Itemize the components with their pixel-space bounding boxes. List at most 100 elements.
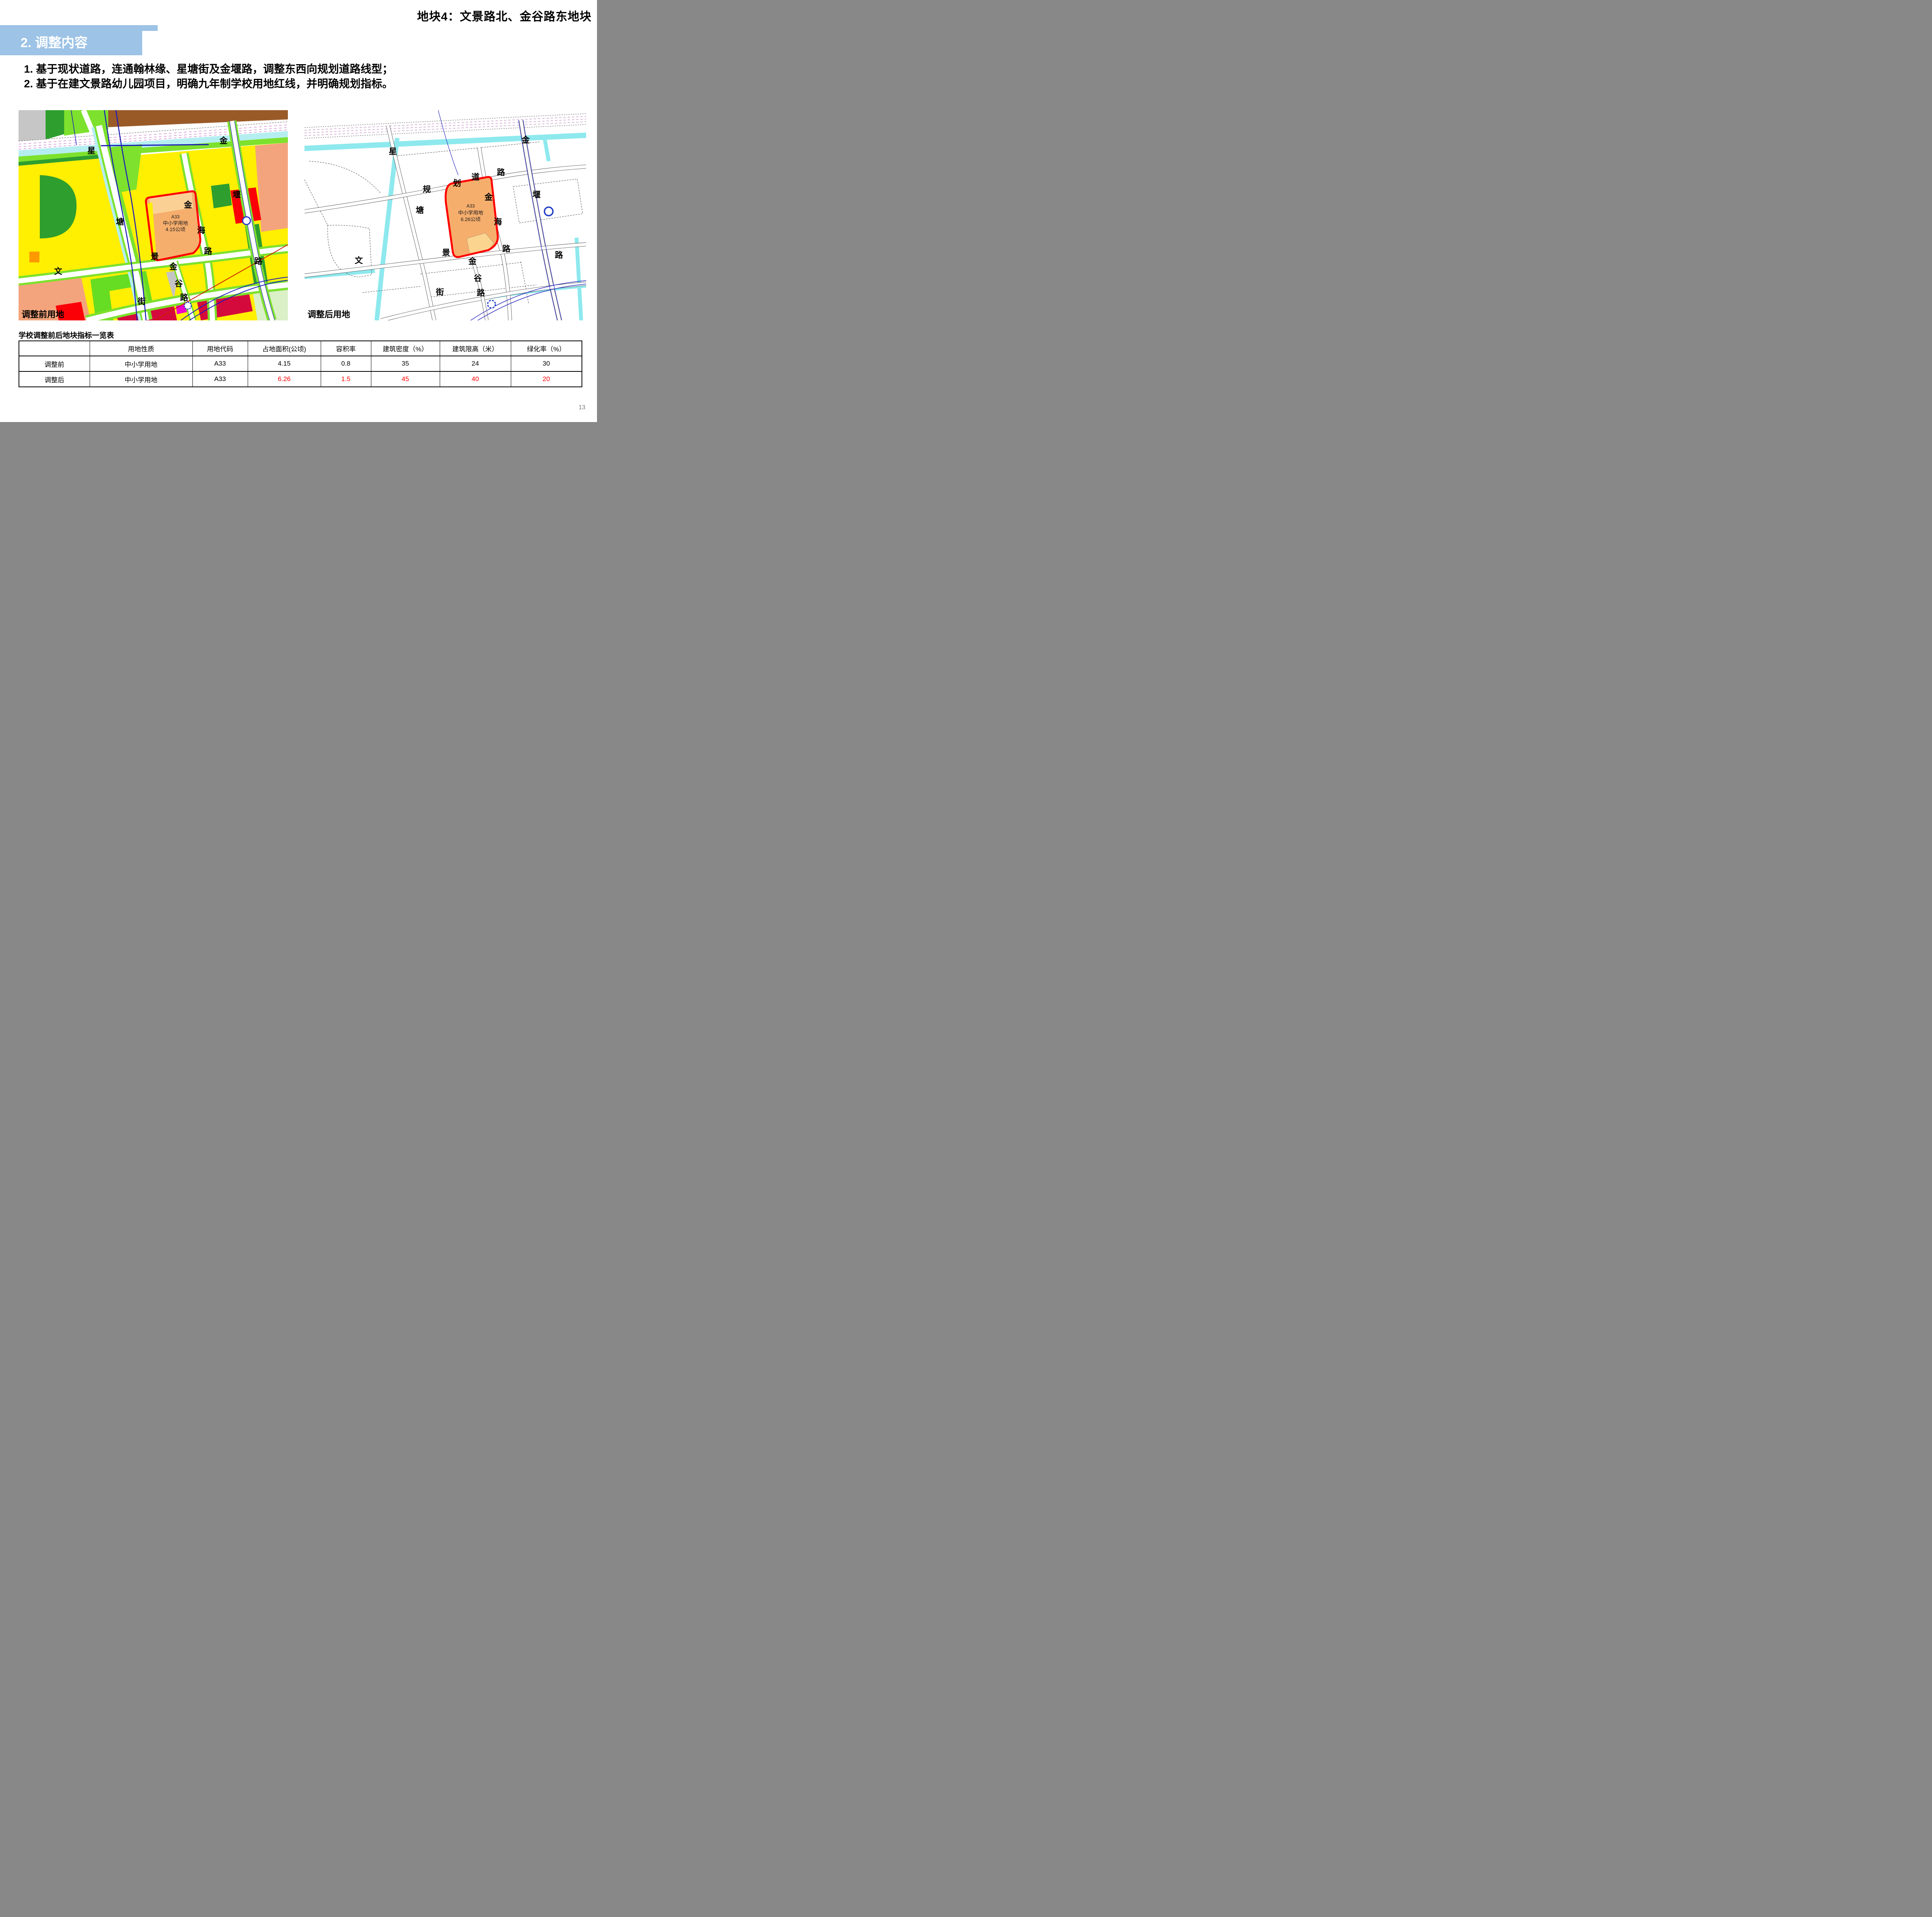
road-label-hua: 划 <box>453 179 461 188</box>
header-blank <box>19 340 90 356</box>
plot-use: 中小学用地 <box>163 220 188 226</box>
roads <box>19 120 288 320</box>
indicator-table: 用地性质 用地代码 占地面积(公顷) 容积率 建筑密度（%） 建筑限高（米） 绿… <box>19 340 582 387</box>
road-label-gu: 谷 <box>474 274 482 283</box>
header-area: 占地面积(公顷) <box>247 340 321 356</box>
road-label-jie: 街 <box>435 288 444 297</box>
road-label-jin-hai: 金 <box>484 192 493 202</box>
plot-redline-before <box>145 190 201 261</box>
road-labels-after: 星 塘 街 规 划 道 路 金 堰 路 金 海 路 文 景 金 谷 路 <box>355 135 563 298</box>
plot-code: A33 <box>466 203 475 209</box>
cell-green-rate-changed: 20 <box>510 371 582 387</box>
road-label-lu-yan: 路 <box>555 250 563 260</box>
cell-density-changed: 45 <box>371 371 440 387</box>
road-label-gu: 谷 <box>175 279 183 288</box>
road-label-wen: 文 <box>355 256 363 265</box>
page-title: 地块4：文景路北、金谷路东地块 <box>417 10 592 23</box>
roundabout-icon <box>242 216 251 225</box>
table-row-after: 调整后 中小学用地 A33 6.26 1.5 45 40 20 <box>19 371 582 387</box>
road-label-xing: 星 <box>87 146 95 155</box>
road-label-yan: 堰 <box>532 191 541 199</box>
school-plot-before <box>145 190 201 261</box>
header-height-limit: 建筑限高（米） <box>439 340 511 356</box>
road-label-lu-yan: 路 <box>254 257 263 266</box>
map-after-canvas: 星 塘 街 规 划 道 路 金 堰 路 金 海 路 文 景 金 谷 路 A33 … <box>304 110 586 320</box>
body-line-2: 2. 基于在建文景路幼儿园项目，明确九年制学校用地红线，并明确规划指标。 <box>24 78 393 90</box>
road-label-jing: 景 <box>151 252 159 261</box>
roundabout-icon <box>544 206 554 216</box>
roads <box>304 120 586 320</box>
roundabouts <box>184 216 251 310</box>
header-far: 容积率 <box>320 340 371 356</box>
road-label-tang: 塘 <box>416 206 424 215</box>
cell-density: 35 <box>371 356 440 372</box>
road-label-jin-hai: 金 <box>184 200 192 209</box>
map-after-adjustment: 星 塘 街 规 划 道 路 金 堰 路 金 海 路 文 景 金 谷 路 A33 … <box>304 110 586 320</box>
road-label-jie: 街 <box>137 297 146 306</box>
road-label-lu-gu: 路 <box>477 288 485 298</box>
section-accent-bar <box>0 25 158 31</box>
road-label-gui: 规 <box>423 185 431 194</box>
page-number: 13 <box>578 404 585 411</box>
indicator-table-wrap: 用地性质 用地代码 占地面积(公顷) 容积率 建筑密度（%） 建筑限高（米） 绿… <box>19 340 582 387</box>
roundabout-icon <box>487 300 496 309</box>
school-plot-after <box>444 176 499 258</box>
section-header: 2. 调整内容 <box>0 31 142 55</box>
roundabout-icon <box>184 301 192 310</box>
header-density: 建筑密度（%） <box>371 340 440 356</box>
map-caption-after: 调整后用地 <box>308 310 350 319</box>
plot-redline-after <box>444 176 499 258</box>
header-land-use: 用地性质 <box>89 340 193 356</box>
header-land-code: 用地代码 <box>192 340 248 356</box>
road-label-jing: 景 <box>442 249 450 257</box>
road-label-hai: 海 <box>494 217 502 226</box>
row-label: 调整后 <box>19 371 90 387</box>
road-label-yan: 堰 <box>233 191 241 199</box>
body-text: 1. 基于现状道路，连通翰林缘、星塘街及金堰路，调整东西向规划道路线型； 2. … <box>24 62 393 91</box>
table-header-row: 用地性质 用地代码 占地面积(公顷) 容积率 建筑密度（%） 建筑限高（米） 绿… <box>19 340 582 356</box>
roundabouts <box>487 206 554 309</box>
road-label-dao: 道 <box>471 172 480 182</box>
body-line-1: 1. 基于现状道路，连通翰林缘、星塘街及金堰路，调整东西向规划道路线型； <box>24 63 393 75</box>
cell-far: 0.8 <box>320 356 371 372</box>
row-label: 调整前 <box>19 356 90 372</box>
road-label-lu-ghd: 路 <box>497 168 505 177</box>
road-label-hai: 海 <box>197 226 205 235</box>
road-label-jin-yan: 金 <box>521 135 530 145</box>
road-label-lu-hai: 路 <box>204 247 213 256</box>
plot-area: 4.15公顷 <box>165 226 185 232</box>
road-label-jin-gu: 金 <box>169 262 178 271</box>
boundary-lines <box>438 110 586 320</box>
top-strips <box>19 110 288 147</box>
plot-label-before: A33 中小学用地 4.15公顷 <box>163 214 188 232</box>
header-green-rate: 绿化率（%） <box>510 340 582 356</box>
plot-label-after: A33 中小学用地 6.26公顷 <box>458 203 483 222</box>
plot-area: 6.26公顷 <box>461 216 480 222</box>
road-label-tang: 塘 <box>116 217 124 226</box>
cell-land-use: 中小学用地 <box>89 356 193 372</box>
railway-lines <box>304 113 586 139</box>
cell-green-rate: 30 <box>510 356 582 372</box>
slide-page: 地块4：文景路北、金谷路东地块 2. 调整内容 1. 基于现状道路，连通翰林缘、… <box>0 0 597 422</box>
road-label-jin-gu: 金 <box>468 257 477 266</box>
plot-use: 中小学用地 <box>458 210 483 216</box>
cell-land-code: A33 <box>192 356 248 372</box>
map-before-adjustment: 星 塘 街 金 堰 路 金 海 路 文 景 金 谷 路 A33 中小学用地 4.… <box>19 110 288 320</box>
cell-height-limit: 24 <box>439 356 511 372</box>
map-caption-before: 调整前用地 <box>22 310 64 319</box>
plot-code: A33 <box>171 214 180 220</box>
road-labels-before: 星 塘 街 金 堰 路 金 海 路 文 景 金 谷 路 <box>54 136 263 306</box>
cell-land-code: A33 <box>192 371 248 387</box>
table-row-before: 调整前 中小学用地 A33 4.15 0.8 35 24 30 <box>19 356 582 372</box>
road-label-lu-hai: 路 <box>502 244 511 254</box>
cell-height-limit-changed: 40 <box>439 371 511 387</box>
road-label-jin-yan: 金 <box>219 136 228 145</box>
road-label-wen: 文 <box>54 267 63 276</box>
cell-area-changed: 6.26 <box>247 371 321 387</box>
map-before-canvas: 星 塘 街 金 堰 路 金 海 路 文 景 金 谷 路 A33 中小学用地 4.… <box>19 110 288 320</box>
boundary-lines <box>71 110 288 320</box>
table-title: 学校调整前后地块指标一览表 <box>19 332 114 340</box>
cell-land-use: 中小学用地 <box>89 371 193 387</box>
cell-area: 4.15 <box>247 356 321 372</box>
road-label-xing: 星 <box>389 147 397 156</box>
